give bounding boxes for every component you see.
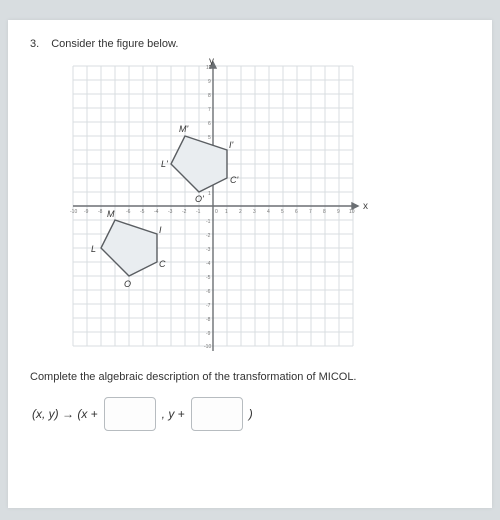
question-stem: Consider the figure below. (51, 38, 178, 50)
svg-text:7: 7 (309, 209, 312, 215)
label-O-prime: O' (195, 194, 204, 204)
svg-text:9: 9 (208, 79, 211, 85)
label-M-prime: M' (179, 124, 188, 134)
svg-text:-8: -8 (98, 209, 103, 215)
svg-text:-1: -1 (206, 219, 211, 225)
svg-text:8: 8 (208, 93, 211, 99)
svg-text:-6: -6 (206, 289, 211, 295)
svg-text:-3: -3 (168, 209, 173, 215)
svg-text:-1: -1 (196, 209, 201, 215)
svg-text:-4: -4 (206, 261, 211, 267)
svg-text:-10: -10 (70, 209, 77, 215)
label-L-prime: L' (161, 159, 168, 169)
svg-text:-3: -3 (206, 247, 211, 253)
label-C-prime: C' (230, 175, 238, 185)
svg-text:6: 6 (208, 121, 211, 127)
svg-text:4: 4 (267, 209, 270, 215)
svg-text:-4: -4 (154, 209, 159, 215)
svg-text:-5: -5 (206, 275, 211, 281)
svg-text:8: 8 (323, 209, 326, 215)
label-C: C (159, 259, 166, 269)
svg-text:10: 10 (349, 209, 355, 215)
svg-text:1: 1 (225, 209, 228, 215)
label-M: M (107, 209, 115, 219)
answer-suffix: ) (249, 407, 253, 421)
svg-text:-6: -6 (126, 209, 131, 215)
question-number: 3. (30, 38, 39, 50)
graph-svg: x y -10-9-8 -6-5-4-3-2-1 012345678910 10… (58, 56, 368, 356)
worksheet-page: 3. Consider the figure below. x y (8, 20, 492, 508)
coordinate-graph: x y -10-9-8 -6-5-4-3-2-1 012345678910 10… (58, 56, 478, 361)
svg-text:-9: -9 (84, 209, 89, 215)
svg-text:7: 7 (208, 107, 211, 113)
question-header: 3. Consider the figure below. (30, 38, 478, 50)
svg-text:-8: -8 (206, 317, 211, 323)
svg-text:1: 1 (208, 191, 211, 197)
label-O: O (124, 279, 131, 289)
answer-prefix: (x, y) → (x + (32, 407, 98, 421)
svg-text:10: 10 (206, 65, 212, 71)
svg-text:-10: -10 (204, 344, 211, 350)
label-I-prime: I' (229, 140, 234, 150)
prompt-text: Complete the algebraic description of th… (30, 371, 478, 383)
svg-text:5: 5 (208, 135, 211, 141)
svg-text:5: 5 (281, 209, 284, 215)
answer-box-x[interactable] (104, 397, 156, 431)
x-axis-label: x (363, 201, 368, 212)
svg-text:-9: -9 (206, 331, 211, 337)
svg-text:6: 6 (295, 209, 298, 215)
answer-box-y[interactable] (191, 397, 243, 431)
label-L: L (91, 244, 96, 254)
svg-text:-2: -2 (206, 233, 211, 239)
svg-text:0: 0 (215, 209, 218, 215)
answer-expression: (x, y) → (x + , y + ) (32, 397, 478, 431)
svg-text:-2: -2 (182, 209, 187, 215)
svg-text:2: 2 (239, 209, 242, 215)
svg-text:-5: -5 (140, 209, 145, 215)
svg-text:9: 9 (337, 209, 340, 215)
svg-text:3: 3 (253, 209, 256, 215)
svg-text:-7: -7 (206, 303, 211, 309)
answer-mid: , y + (162, 407, 185, 421)
